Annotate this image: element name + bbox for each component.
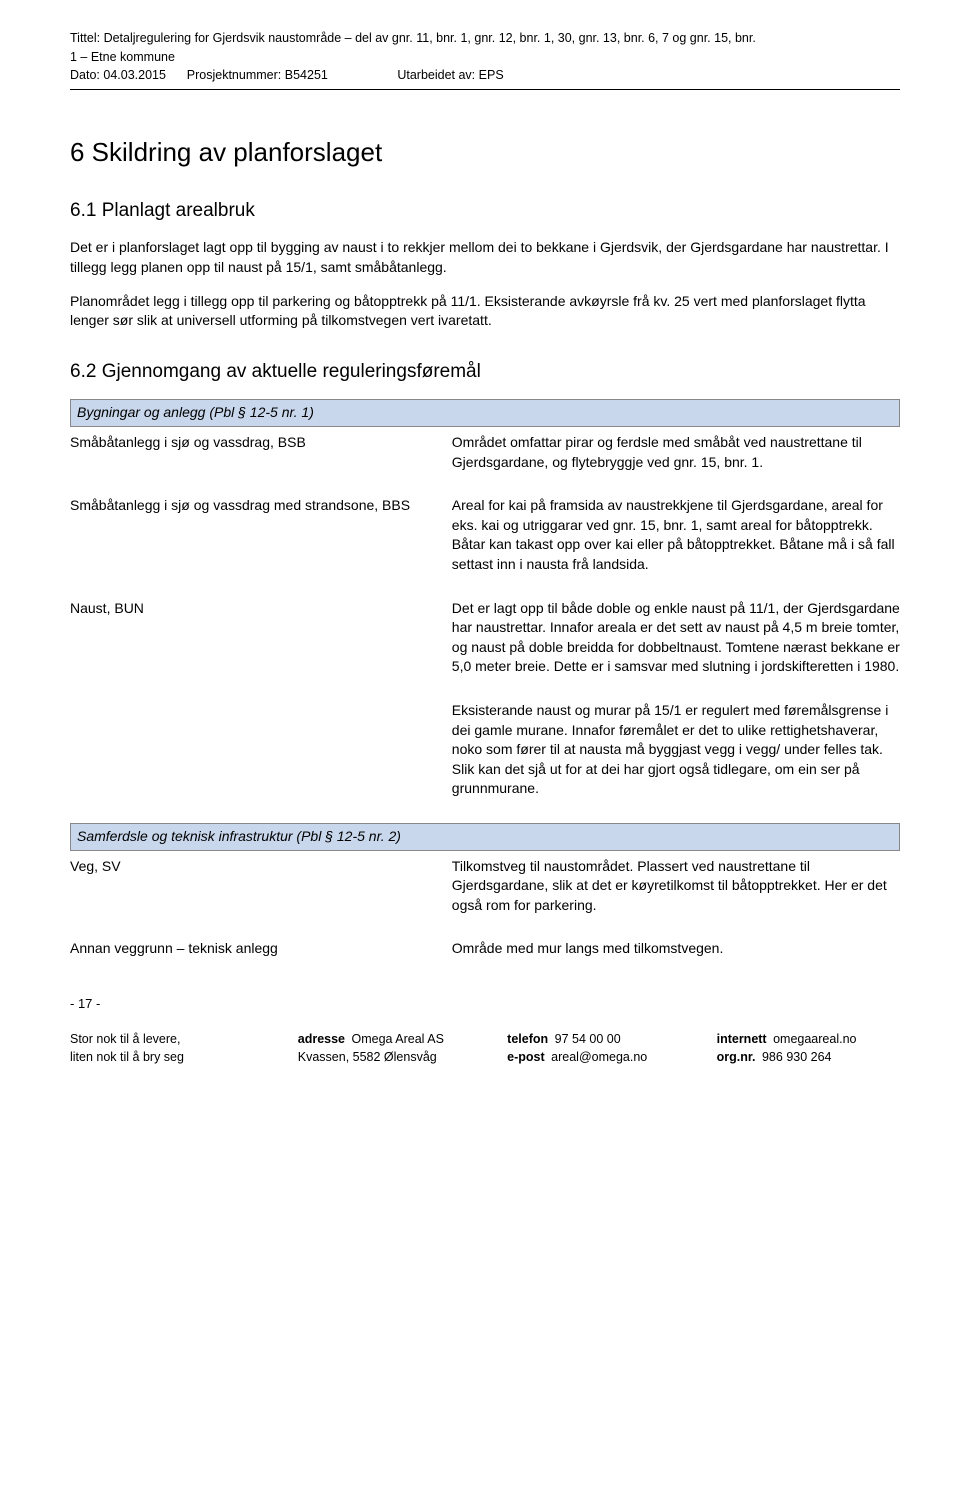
header-title-line1: Tittel: Detaljregulering for Gjerdsvik n… (70, 30, 900, 48)
footer-web-label: internett (717, 1032, 767, 1046)
row-left: Småbåtanlegg i sjø og vassdrag, BSB (70, 433, 452, 472)
document-header: Tittel: Detaljregulering for Gjerdsvik n… (70, 30, 900, 85)
extra-right-paragraph: Eksisterande naust og murar på 15/1 er r… (452, 701, 900, 799)
footer-col-4: internett omegaareal.no org.nr. 986 930 … (717, 1031, 900, 1066)
footer-orgnr-label: org.nr. (717, 1050, 756, 1064)
table-row: Naust, BUN Det er lagt opp til både dobl… (70, 599, 900, 677)
header-divider (70, 89, 900, 90)
header-meta: Dato: 04.03.2015 Prosjektnummer: B54251 … (70, 67, 900, 85)
footer-col-2: adresse Omega Areal AS Kvassen, 5582 Øle… (298, 1031, 481, 1066)
section-61-p2: Planområdet legg i tillegg opp til parke… (70, 292, 900, 331)
page-number: - 17 - (70, 995, 900, 1013)
prepared-label: Utarbeidet av: (397, 68, 475, 82)
footer-email: areal@omega.no (551, 1050, 647, 1064)
table-row: Småbåtanlegg i sjø og vassdrag, BSB Områ… (70, 433, 900, 472)
section-6-heading: 6 Skildring av planforslaget (70, 134, 900, 170)
row-right: Det er lagt opp til både doble og enkle … (452, 599, 900, 677)
table-section-header-1: Bygningar og anlegg (Pbl § 12-5 nr. 1) (70, 399, 900, 427)
footer-phone-label: telefon (507, 1032, 548, 1046)
footer-address-label: adresse (298, 1032, 345, 1046)
table-row: Småbåtanlegg i sjø og vassdrag med stran… (70, 496, 900, 574)
footer-tagline-2: liten nok til å bry seg (70, 1049, 272, 1067)
project-label: Prosjektnummer: (187, 68, 281, 82)
footer-phone: 97 54 00 00 (555, 1032, 621, 1046)
footer-web: omegaareal.no (773, 1032, 856, 1046)
row-left: Annan veggrunn – teknisk anlegg (70, 939, 452, 959)
footer-col-3: telefon 97 54 00 00 e-post areal@omega.n… (507, 1031, 690, 1066)
section-62-heading: 6.2 Gjennomgang av aktuelle reguleringsf… (70, 359, 900, 386)
table-row: Annan veggrunn – teknisk anlegg Område m… (70, 939, 900, 959)
section-61-p1: Det er i planforslaget lagt opp til bygg… (70, 238, 900, 277)
footer-email-label: e-post (507, 1050, 545, 1064)
row-left: Småbåtanlegg i sjø og vassdrag med stran… (70, 496, 452, 574)
table-section-header-2: Samferdsle og teknisk infrastruktur (Pbl… (70, 823, 900, 851)
header-title-line2: 1 – Etne kommune (70, 49, 900, 67)
date-label: Dato: (70, 68, 100, 82)
row-right: Areal for kai på framsida av naustrekkje… (452, 496, 900, 574)
prepared-value: EPS (479, 68, 504, 82)
document-footer: Stor nok til å levere, liten nok til å b… (70, 1031, 900, 1066)
row-left: Veg, SV (70, 857, 452, 916)
footer-tagline-1: Stor nok til å levere, (70, 1031, 272, 1049)
row-right: Området omfattar pirar og ferdsle med sm… (452, 433, 900, 472)
row-left: Naust, BUN (70, 599, 452, 677)
footer-col-1: Stor nok til å levere, liten nok til å b… (70, 1031, 272, 1066)
footer-orgnr: 986 930 264 (762, 1050, 832, 1064)
project-value: B54251 (285, 68, 328, 82)
footer-address: Kvassen, 5582 Ølensvåg (298, 1049, 481, 1067)
section-61-heading: 6.1 Planlagt arealbruk (70, 198, 900, 225)
footer-company: Omega Areal AS (352, 1032, 444, 1046)
table-row: Veg, SV Tilkomstveg til naustområdet. Pl… (70, 857, 900, 916)
date-value: 04.03.2015 (103, 68, 166, 82)
row-right: Område med mur langs med tilkomstvegen. (452, 939, 900, 959)
row-right: Tilkomstveg til naustområdet. Plassert v… (452, 857, 900, 916)
